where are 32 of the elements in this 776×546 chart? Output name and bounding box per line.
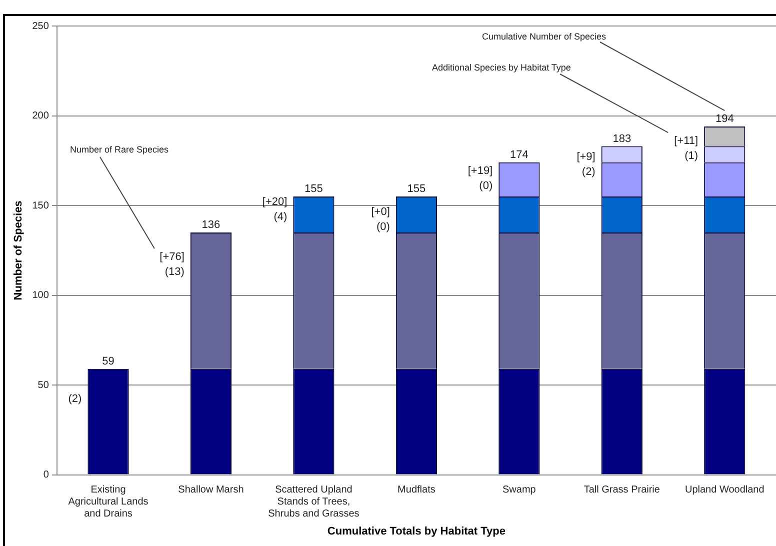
y-tick-label: 50 (38, 380, 50, 391)
y-tick-label: 150 (32, 200, 50, 212)
annotation: [+0] (0) (371, 206, 390, 234)
y-tick-label: 0 (43, 470, 50, 481)
annotation: (2) (68, 392, 82, 405)
x-tick-label: Scattered Upland Stands of Trees, Shrubs and Grasses (268, 484, 360, 520)
annotation: [+11] (1) (674, 135, 698, 162)
annotation: Cumulative Number of Species (482, 31, 607, 42)
y-tick-label: 200 (32, 110, 50, 122)
total-label: 183 (612, 132, 632, 145)
x-tick-label: Tall Grass Prairie (584, 484, 660, 496)
total-label: 174 (510, 148, 528, 161)
total-label: 155 (304, 183, 323, 196)
annotation: [+9] (2) (576, 150, 596, 178)
x-tick-label: Swamp (502, 484, 536, 496)
annotation: Number of Rare Species (70, 144, 170, 154)
annotation: [+19] (0) (468, 164, 493, 192)
x-tick-label: Shallow Marsh (178, 484, 244, 496)
total-label: 136 (202, 218, 220, 231)
total-label: 155 (407, 183, 426, 196)
x-tick-label: Existing Agricultural Lands and Drains (68, 484, 148, 520)
total-label: 194 (715, 113, 734, 126)
x-tick-label: Mudflats (398, 484, 436, 496)
annotation: Additional Species by Habitat Type (432, 62, 571, 72)
annotation: [+20] (4) (262, 196, 288, 224)
y-tick-label: 250 (32, 20, 50, 32)
x-tick-label: Upland Woodland (684, 484, 764, 496)
y-tick-label: 100 (32, 290, 50, 302)
x-axis-title: Cumulative Totals by Habitat Type (327, 525, 506, 538)
annotation: [+76] (13) (160, 250, 184, 278)
y-axis-title: Number of Species (12, 200, 25, 300)
total-label: 59 (102, 355, 114, 368)
